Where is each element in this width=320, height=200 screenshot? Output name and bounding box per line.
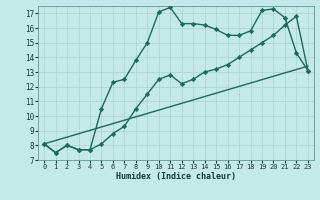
X-axis label: Humidex (Indice chaleur): Humidex (Indice chaleur): [116, 172, 236, 181]
